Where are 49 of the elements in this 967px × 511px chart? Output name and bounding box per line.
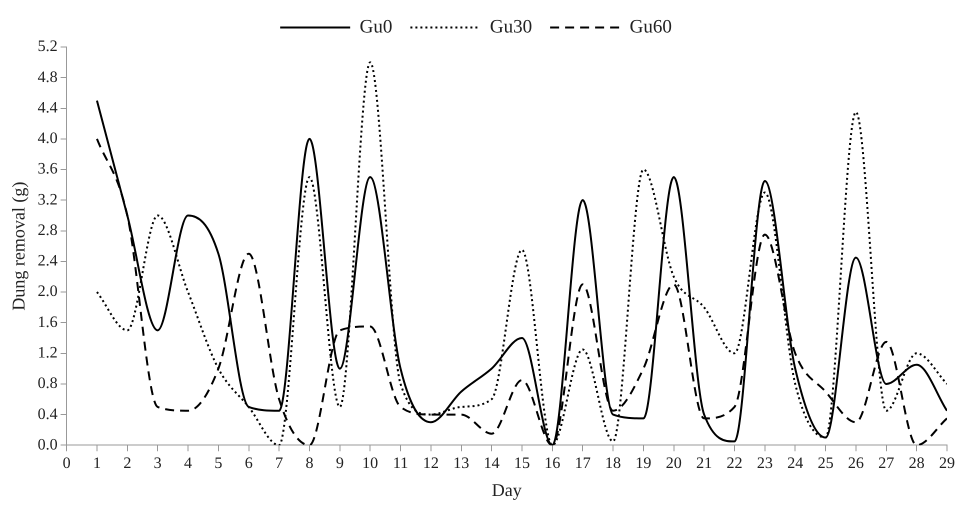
x-tick-label: 8 [305,455,314,472]
y-tick-label: 4.8 [38,68,58,86]
x-tick-label: 19 [635,455,652,472]
legend-label: Gu60 [630,16,672,38]
y-tick-label: 0.8 [38,375,58,392]
x-tick-label: 26 [848,455,864,472]
x-tick-label: 3 [154,455,162,472]
y-tick-label: 0.4 [38,406,58,423]
y-tick-label: 1.2 [38,344,58,362]
x-tick-label: 27 [878,455,894,472]
y-tick-label: 0.0 [38,436,58,454]
x-tick-label: 18 [605,455,622,472]
x-axis-title: Day [492,480,522,500]
x-tick-label: 29 [939,455,955,472]
x-tick-label: 24 [787,455,804,472]
x-tick-label: 28 [908,455,925,472]
y-tick-label: 2.4 [38,252,58,270]
x-tick-label: 2 [123,455,132,472]
x-tick-label: 9 [336,455,344,472]
x-tick-label: 14 [484,455,500,472]
y-tick-label: 2.8 [38,222,58,239]
x-tick-label: 22 [726,455,742,472]
x-tick-label: 12 [422,455,439,472]
x-tick-label: 7 [275,455,284,472]
x-tick-label: 23 [756,455,773,472]
legend-label: Gu0 [360,16,392,38]
y-tick-label: 5.2 [38,38,58,56]
x-tick-label: 0 [62,455,71,472]
x-tick-label: 16 [544,455,560,472]
x-tick-label: 6 [244,455,253,472]
x-tick-label: 25 [818,455,834,472]
y-tick-label: 4.0 [38,130,58,148]
x-tick-label: 13 [453,455,470,472]
y-tick-label: 3.2 [38,191,58,208]
y-tick-label: 4.4 [38,99,58,116]
legend-label: Gu30 [490,16,532,38]
x-tick-label: 15 [514,455,530,472]
x-tick-label: 4 [184,455,192,472]
x-tick-label: 20 [666,455,682,472]
y-tick-label: 2.0 [38,283,58,300]
x-tick-label: 11 [392,455,408,472]
x-tick-label: 10 [362,455,378,472]
x-tick-label: 21 [696,455,712,472]
y-tick-label: 3.6 [38,160,58,178]
x-tick-label: 5 [214,455,222,472]
y-tick-label: 1.6 [38,314,58,331]
x-tick-label: 17 [574,455,591,472]
x-tick-label: 1 [92,455,101,472]
y-axis-title: Dung removal (g) [8,182,29,311]
